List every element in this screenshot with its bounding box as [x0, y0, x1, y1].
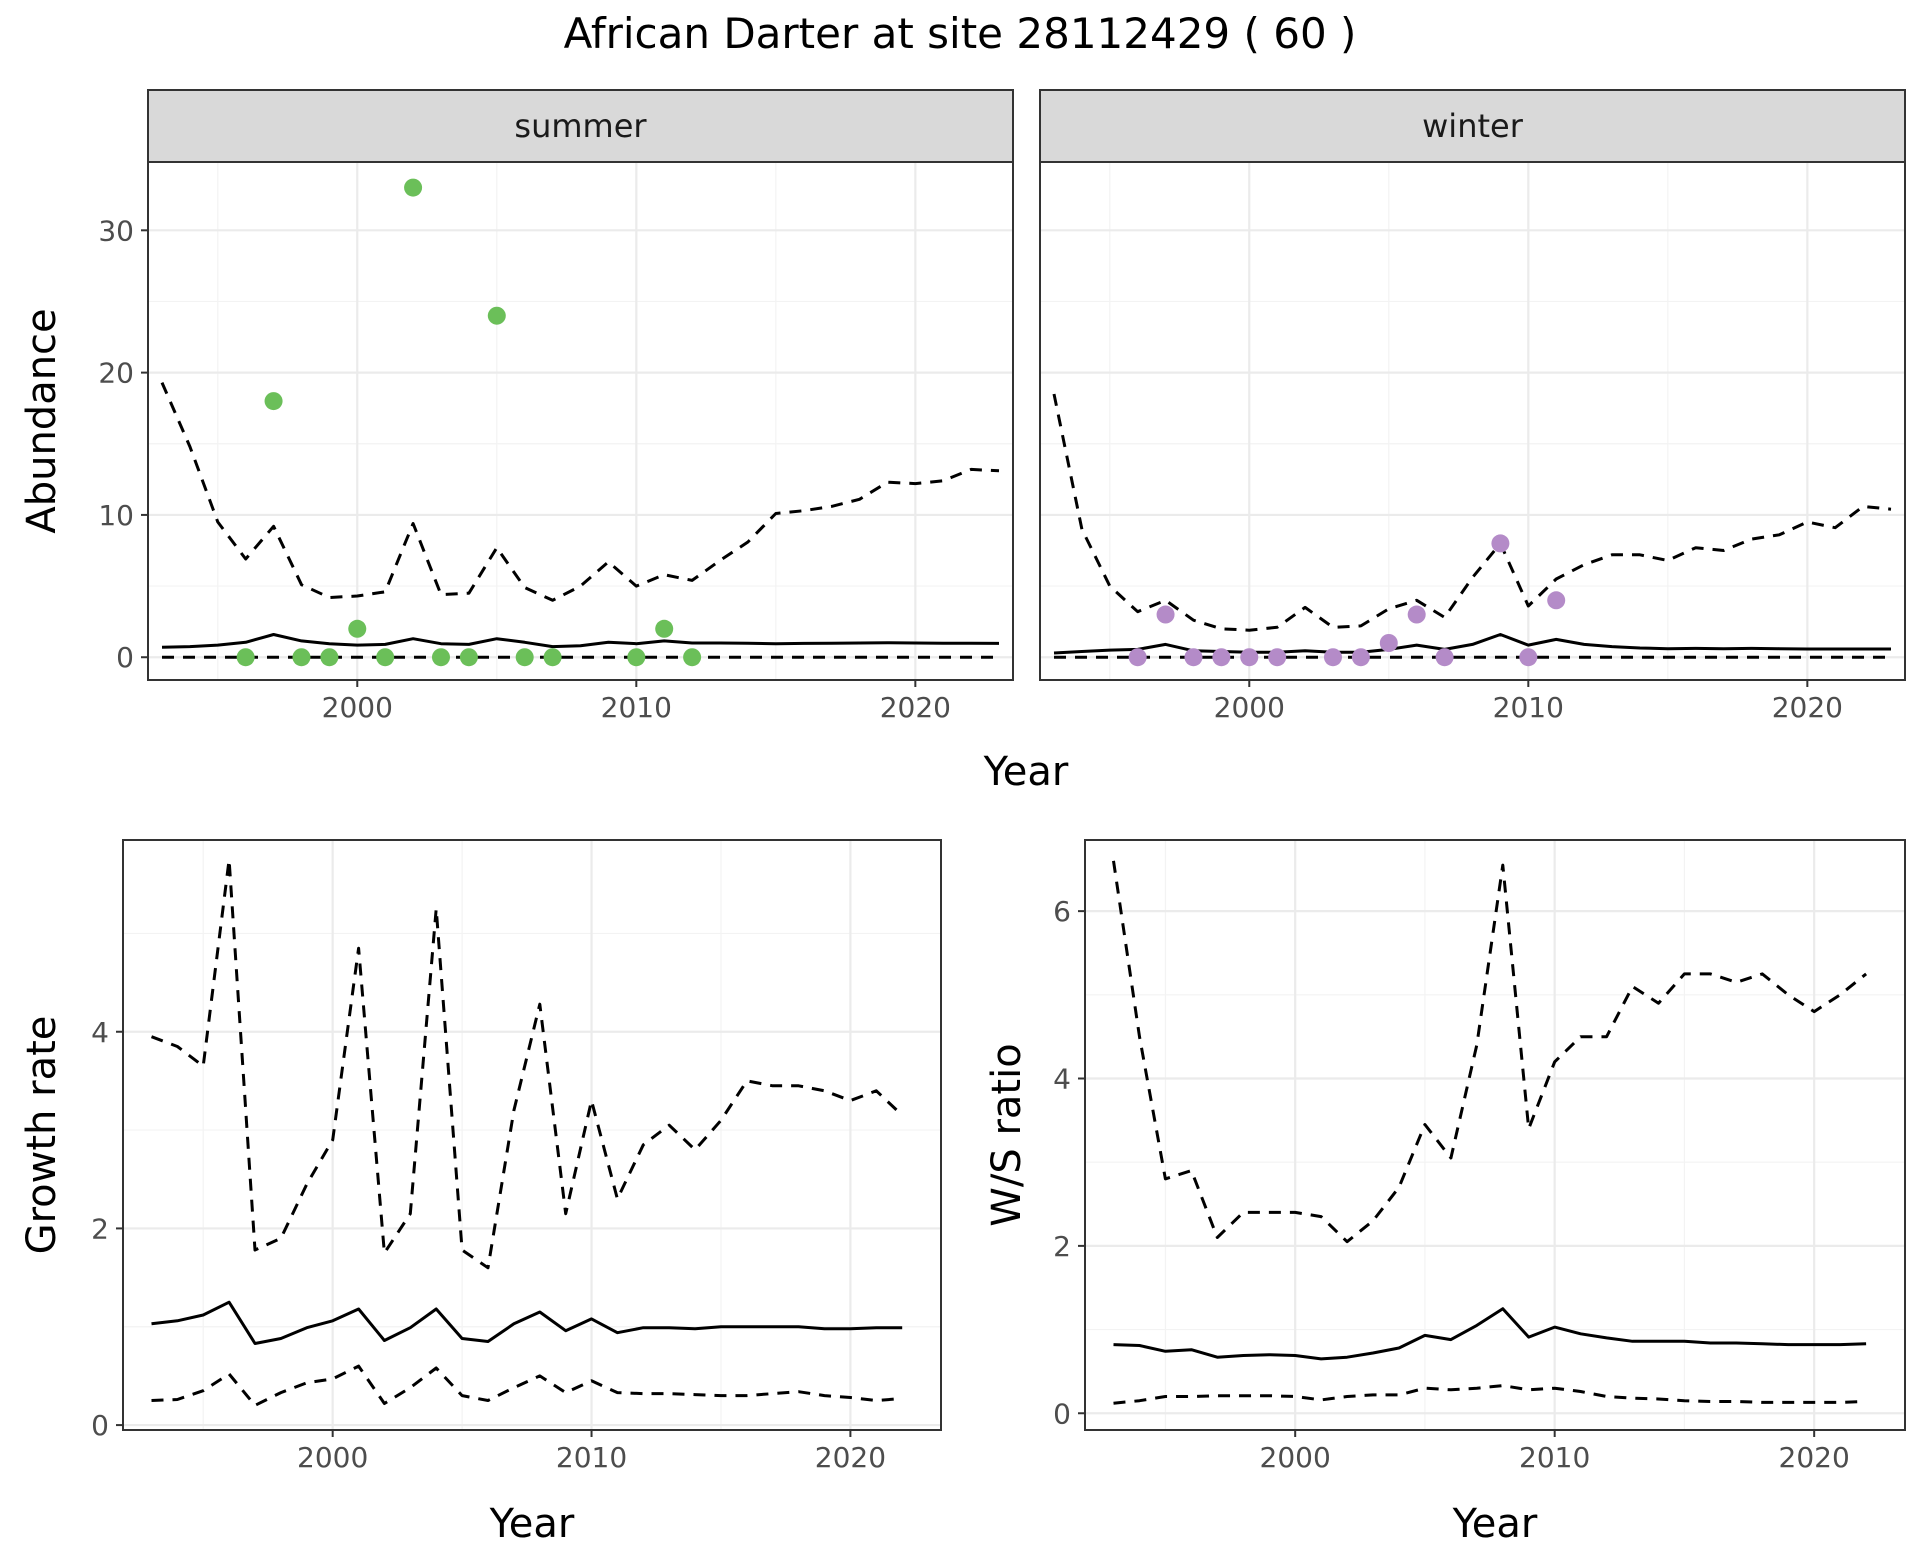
x-axis-title-growth: Year — [489, 1501, 575, 1547]
observation-point — [459, 648, 478, 667]
observation-point — [236, 648, 255, 667]
y-tick-label: 2 — [1053, 1230, 1071, 1263]
main-title: African Darter at site 28112429 ( 60 ) — [564, 9, 1357, 58]
facet-label: summer — [514, 107, 647, 145]
observation-point — [515, 648, 534, 667]
x-tick-label: 2010 — [1493, 691, 1564, 724]
x-tick-label: 2020 — [880, 691, 951, 724]
x-tick-label: 2020 — [1772, 691, 1843, 724]
x-tick-label: 2010 — [1519, 1441, 1590, 1474]
observation-point — [1435, 648, 1454, 667]
y-axis-title-abundance: Abundance — [19, 308, 65, 533]
x-tick-label: 2010 — [556, 1441, 627, 1474]
x-tick-label: 2020 — [1779, 1441, 1850, 1474]
y-axis-title-growth: Growth rate — [19, 1016, 65, 1255]
y-tick-label: 0 — [1053, 1397, 1071, 1430]
y-tick-label: 2 — [91, 1212, 109, 1245]
x-tick-label: 2000 — [1260, 1441, 1331, 1474]
upper-bound-line — [1052, 393, 1892, 632]
x-tick-label: 2000 — [1214, 691, 1285, 724]
observation-point — [1184, 648, 1203, 667]
observation-point — [1351, 648, 1370, 667]
panel-border — [122, 839, 942, 1431]
y-tick-label: 6 — [1053, 895, 1071, 928]
facet-strip — [147, 89, 1014, 163]
observation-point — [1212, 648, 1231, 667]
observation-point — [1323, 648, 1342, 667]
observation-point — [1379, 634, 1398, 652]
observation-point — [1128, 648, 1147, 667]
y-tick-label: 10 — [98, 499, 134, 532]
upper-bound-line — [1112, 860, 1868, 1244]
mean-line — [161, 633, 1000, 649]
observation-point — [431, 648, 450, 667]
observation-point — [292, 648, 311, 667]
y-tick-label: 0 — [91, 1409, 109, 1442]
x-tick-label: 2000 — [297, 1441, 368, 1474]
y-axis-title-ratio: W/S ratio — [984, 1043, 1030, 1226]
upper-bound-line — [160, 382, 1000, 602]
x-tick-label: 2010 — [601, 691, 672, 724]
mean-line — [1113, 1307, 1867, 1361]
observation-point — [320, 648, 339, 667]
upper-bound-line — [150, 858, 904, 1270]
panel-winter: winter 2000 2010 2020 — [1039, 89, 1906, 724]
observation-point — [1519, 648, 1538, 667]
y-tick-label: 0 — [116, 641, 134, 674]
observation-point — [376, 648, 395, 667]
y-tick-label: 4 — [91, 1016, 109, 1049]
observation-point — [264, 392, 283, 411]
lower-bound-line — [1113, 1384, 1867, 1405]
x-tick-label: 2000 — [322, 691, 393, 724]
observation-point — [1491, 534, 1510, 553]
panel-border — [1084, 839, 1906, 1431]
x-axis-title-ratio: Year — [1452, 1501, 1538, 1547]
observation-point — [543, 648, 562, 667]
facet-strip — [1039, 89, 1906, 163]
x-tick-label: 2020 — [815, 1441, 886, 1474]
observation-point — [683, 648, 702, 667]
panel-chart-4: 2000 2010 2020 0 2 4 6 — [1053, 839, 1906, 1474]
panel-summer: summer 2000 2010 2020 0 10 20 30 — [98, 89, 1014, 724]
observation-point — [627, 648, 646, 667]
lower-bound-line — [151, 1364, 903, 1407]
observation-point — [1240, 648, 1259, 667]
facet-label: winter — [1422, 107, 1524, 145]
observation-point — [1156, 605, 1175, 624]
y-tick-label: 30 — [98, 214, 134, 247]
y-tick-label: 20 — [98, 357, 134, 390]
observation-point — [404, 178, 423, 197]
observation-point — [1407, 605, 1426, 624]
panel-chart-3: 2000 2010 2020 0 2 4 — [91, 839, 942, 1474]
y-tick-label: 4 — [1053, 1063, 1071, 1096]
observation-point — [1268, 648, 1287, 667]
observation-point — [1547, 591, 1566, 610]
observation-point — [348, 619, 367, 638]
observation-point — [487, 306, 506, 325]
x-axis-title-top: Year — [983, 749, 1069, 795]
observation-point — [655, 619, 674, 638]
mean-line — [151, 1300, 903, 1345]
